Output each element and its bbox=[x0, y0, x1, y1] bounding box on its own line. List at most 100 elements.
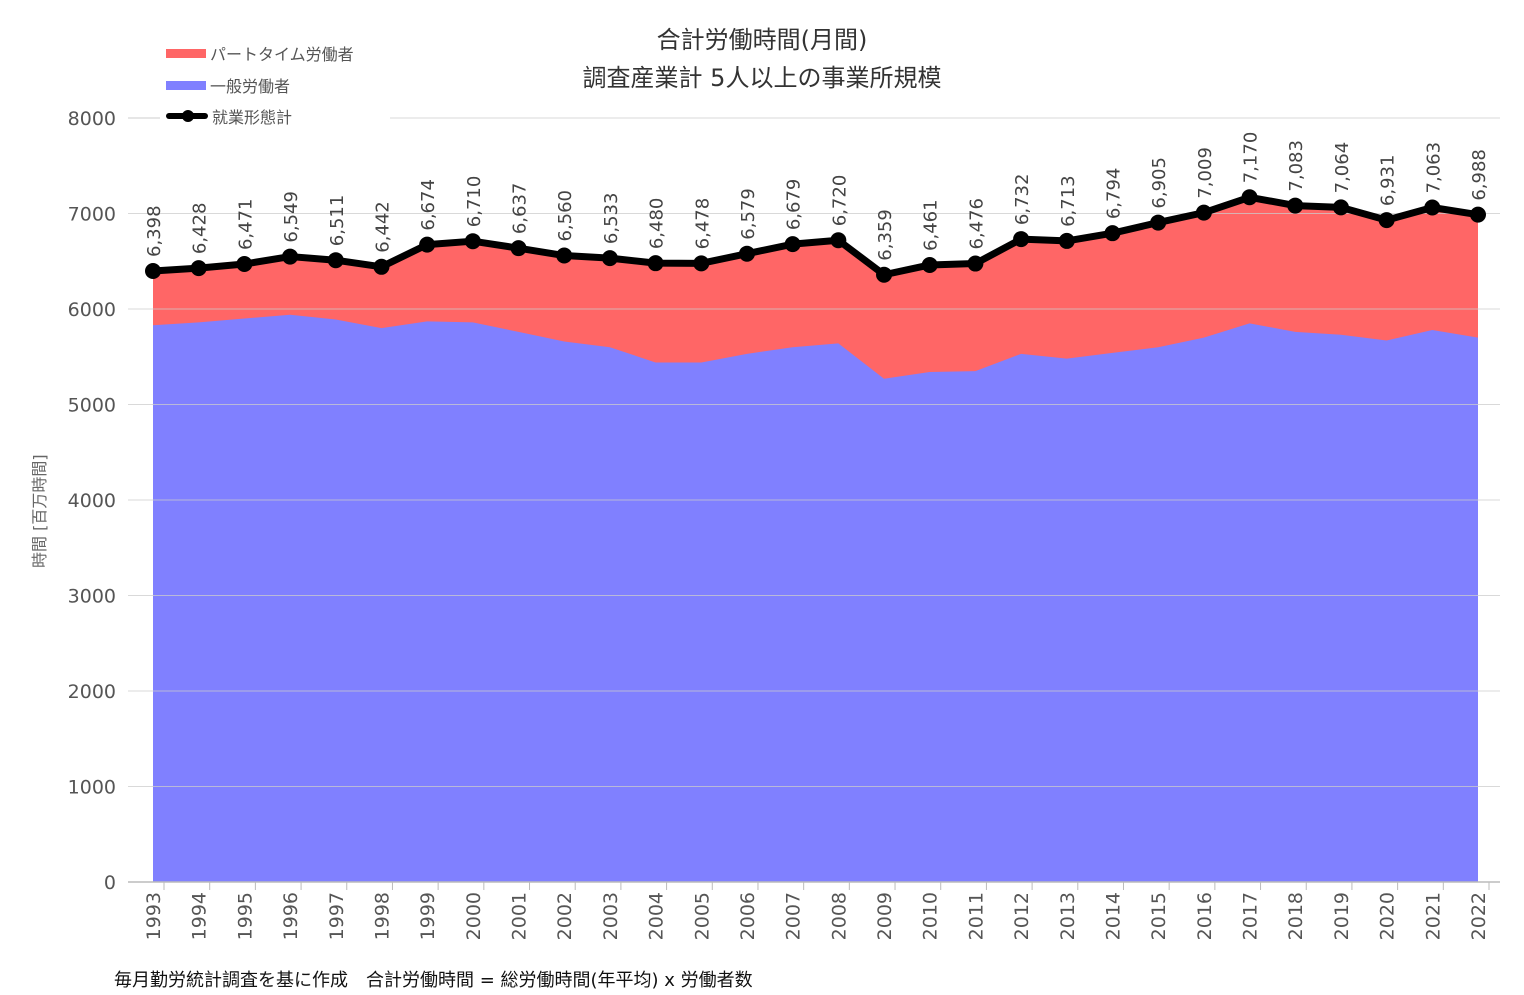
data-label-total: 6,480 bbox=[647, 198, 668, 250]
x-tick-label: 2014 bbox=[1102, 892, 1124, 940]
legend-swatch-total bbox=[166, 110, 208, 122]
data-point-total bbox=[1424, 199, 1441, 216]
x-tick-label: 2010 bbox=[920, 892, 942, 940]
y-tick-label: 1000 bbox=[68, 777, 116, 799]
x-tick-label: 2019 bbox=[1331, 892, 1353, 940]
data-label-total: 7,063 bbox=[1423, 142, 1444, 194]
data-label-total: 6,428 bbox=[190, 203, 211, 255]
data-label-total: 6,710 bbox=[464, 176, 485, 228]
data-label-total: 7,064 bbox=[1332, 142, 1353, 194]
x-tick-label: 1999 bbox=[417, 892, 439, 940]
data-point-total bbox=[784, 236, 801, 253]
x-tick-label: 1995 bbox=[234, 892, 256, 940]
data-point-total bbox=[464, 233, 481, 250]
x-tick-label: 2018 bbox=[1285, 892, 1307, 940]
legend-swatch-general bbox=[166, 80, 206, 90]
data-label-total: 6,511 bbox=[327, 195, 348, 247]
data-label-total: 6,674 bbox=[418, 179, 439, 231]
data-point-total bbox=[327, 252, 344, 269]
data-label-total: 6,679 bbox=[784, 179, 805, 231]
x-tick-label: 2011 bbox=[965, 892, 987, 940]
data-point-total bbox=[1150, 214, 1167, 231]
y-tick-label: 2000 bbox=[68, 681, 116, 703]
x-tick-label: 2008 bbox=[828, 892, 850, 940]
x-tick-label: 2006 bbox=[737, 892, 759, 940]
data-label-total: 6,442 bbox=[372, 201, 393, 253]
data-label-total: 6,461 bbox=[921, 199, 942, 251]
x-tick-label: 2005 bbox=[691, 892, 713, 940]
data-point-total bbox=[1287, 197, 1304, 214]
data-point-total bbox=[1378, 212, 1395, 229]
data-point-total bbox=[1241, 189, 1258, 206]
chart-title-line1: 合計労働時間(月間) bbox=[656, 26, 868, 54]
data-label-total: 6,476 bbox=[966, 198, 987, 250]
data-point-total bbox=[1104, 225, 1121, 242]
data-label-total: 6,359 bbox=[875, 209, 896, 261]
area-general bbox=[153, 314, 1478, 883]
data-label-total: 6,988 bbox=[1469, 149, 1490, 201]
data-label-total: 6,579 bbox=[738, 188, 759, 240]
data-point-total bbox=[190, 260, 207, 277]
legend-swatch-part-time bbox=[166, 48, 206, 58]
x-tick-label: 2015 bbox=[1148, 892, 1170, 940]
data-label-total: 6,560 bbox=[555, 190, 576, 242]
data-label-total: 6,720 bbox=[829, 175, 850, 227]
data-label-total: 6,732 bbox=[1012, 174, 1033, 226]
data-label-total: 6,549 bbox=[281, 191, 302, 243]
footer-note: 毎月勤労統計調査を基に作成 合計労働時間 = 総労働時間(年平均) x 労働者数 bbox=[114, 970, 753, 991]
y-tick-label: 8000 bbox=[68, 108, 116, 130]
x-tick-label: 2004 bbox=[646, 892, 668, 940]
data-point-total bbox=[236, 256, 253, 273]
data-label-total: 6,905 bbox=[1149, 157, 1170, 209]
legend-label-total: 就業形態計 bbox=[212, 108, 293, 127]
x-tick-label: 2016 bbox=[1194, 892, 1216, 940]
x-tick-label: 2021 bbox=[1422, 892, 1444, 940]
data-point-total bbox=[1332, 199, 1349, 216]
data-label-total: 6,931 bbox=[1378, 155, 1399, 207]
data-point-total bbox=[1013, 231, 1030, 248]
x-tick-label: 2012 bbox=[1011, 892, 1033, 940]
x-tick-label: 2003 bbox=[600, 892, 622, 940]
data-point-total bbox=[1195, 204, 1212, 221]
data-label-total: 7,083 bbox=[1286, 140, 1307, 192]
x-tick-label: 2000 bbox=[463, 892, 485, 940]
data-label-total: 6,533 bbox=[601, 193, 622, 245]
legend-item-general: 一般労働者 bbox=[166, 73, 290, 97]
y-tick-label: 0 bbox=[104, 872, 116, 894]
data-point-total bbox=[556, 247, 573, 264]
y-tick-label: 6000 bbox=[68, 299, 116, 321]
data-point-total bbox=[967, 255, 984, 272]
data-point-total bbox=[647, 255, 664, 272]
data-point-total bbox=[510, 240, 527, 257]
x-tick-label: 2022 bbox=[1468, 892, 1490, 940]
data-point-total bbox=[693, 255, 710, 272]
x-tick-label: 1996 bbox=[280, 892, 302, 940]
legend-item-part-time: パートタイム労働者 bbox=[166, 41, 354, 65]
y-tick-label: 7000 bbox=[68, 204, 116, 226]
data-point-total bbox=[419, 236, 436, 253]
data-point-total bbox=[1470, 206, 1486, 223]
x-tick-label: 1993 bbox=[143, 892, 165, 940]
data-point-total bbox=[145, 262, 161, 279]
x-tick-label: 2013 bbox=[1057, 892, 1079, 940]
x-tick-label: 2001 bbox=[509, 892, 531, 940]
data-point-total bbox=[282, 248, 299, 265]
x-tick-label: 2020 bbox=[1377, 892, 1399, 940]
data-label-total: 6,478 bbox=[692, 198, 713, 250]
x-tick-label: 2009 bbox=[874, 892, 896, 940]
x-tick-label: 2002 bbox=[554, 892, 576, 940]
data-point-total bbox=[373, 258, 390, 275]
x-tick-label: 1994 bbox=[189, 892, 211, 940]
y-axis-label: 時間 [百万時間] bbox=[30, 454, 49, 568]
x-tick-label: 2007 bbox=[783, 892, 805, 940]
data-label-total: 6,794 bbox=[1103, 168, 1124, 220]
legend-label-general: 一般労働者 bbox=[210, 77, 291, 96]
data-point-total bbox=[830, 232, 847, 249]
chart-title-line2: 調査産業計 5人以上の事業所規模 bbox=[582, 64, 942, 92]
data-label-total: 6,471 bbox=[235, 198, 256, 250]
data-point-total bbox=[601, 250, 618, 267]
data-point-total bbox=[738, 245, 755, 262]
x-tick-label: 1998 bbox=[371, 892, 393, 940]
x-tick-label: 1997 bbox=[326, 892, 348, 940]
